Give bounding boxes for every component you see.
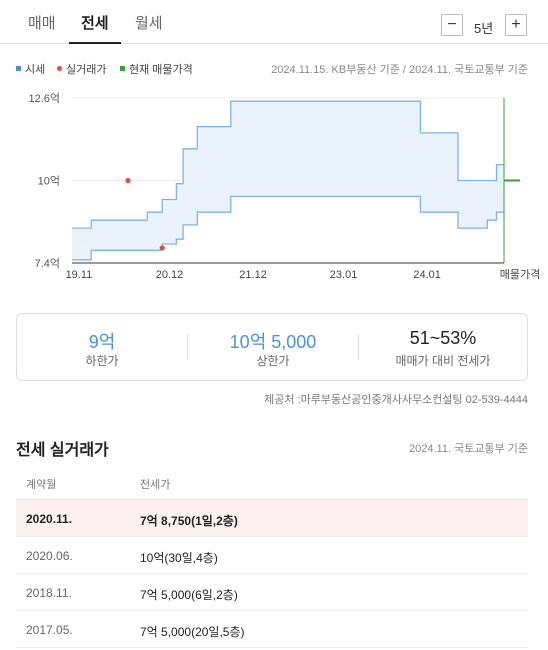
row-month: 2017.05. [26, 623, 73, 637]
y-tick-label: 12.6억 [28, 92, 60, 105]
actual-deal-point[interactable] [125, 177, 131, 184]
summary-divider [187, 334, 188, 360]
x-tick-label: 24.01 [413, 269, 441, 281]
section-source-note: 2024.11. 국토교통부 기준 [409, 443, 528, 455]
x-tick-label: 21.12 [239, 269, 267, 281]
summary-label: 매매가 대비 전세가 [395, 354, 491, 368]
period-decrease-button[interactable]: − [441, 14, 463, 36]
table-header: 계약월 전세가 [16, 464, 528, 500]
price-range-band [72, 101, 504, 260]
legend-item-market-price: 시세 [16, 61, 45, 77]
tab-sale[interactable]: 매매 [28, 15, 56, 32]
legend-square-icon [16, 66, 21, 71]
tab-jeonse[interactable]: 전세 [81, 15, 109, 32]
section-title: 전세 실거래가 [16, 442, 109, 459]
table-row[interactable]: 2020.11. 7억 8,750(1일,2층) [16, 500, 528, 537]
price-chart: 12.6억 10억 7.4억 19.11 20.12 21.12 23.01 24.01 매물가… [28, 92, 540, 281]
legend-label: 시세 [25, 64, 46, 76]
summary-upper-price: 10억 5,000 상한가 [188, 314, 358, 380]
x-tick-label: 23.01 [330, 269, 358, 281]
summary-lower-price: 9억 하한가 [17, 314, 187, 380]
table-row[interactable]: 2017.05. 7억 5,000(20일,5층) [16, 611, 528, 648]
upper-price-line [72, 100, 504, 229]
legend-label: 현재 매물가격 [129, 64, 193, 76]
header-contract-month: 계약월 [26, 479, 57, 491]
actual-deal-table: 계약월 전세가 2020.11. 7억 8,750(1일,2층) 2020.06… [16, 464, 528, 648]
period-label: 5년 [474, 21, 494, 36]
legend-dot-icon [57, 66, 62, 71]
y-tick-label: 10억 [38, 175, 60, 188]
chart-source-note: 2024.11.15. KB부동산 기준 / 2024.11. 국토교통부 기준 [271, 64, 528, 76]
deal-type-tabs: 매매 전세 월세 [0, 0, 548, 44]
summary-label: 하한가 [85, 354, 119, 368]
legend-square-icon [120, 66, 125, 71]
legend-item-current-listing: 현재 매물가격 [120, 61, 193, 77]
header-jeonse-price: 전세가 [140, 479, 171, 491]
active-tab-indicator [69, 42, 121, 44]
x-tick-label: 20.12 [156, 269, 184, 281]
data-provider: 제공처 :마루부동산공인중개사사무소컨설팅 02-539-4444 [264, 394, 528, 406]
summary-value: 51~53% [409, 328, 477, 348]
x-tick-label: 19.11 [66, 269, 93, 281]
summary-value: 10억 5,000 [229, 332, 317, 352]
row-month: 2020.11. [26, 512, 73, 526]
row-month: 2020.06. [26, 549, 73, 563]
period-increase-button[interactable]: + [505, 14, 527, 36]
y-tick-label: 7.4억 [35, 257, 60, 270]
tab-monthly-rent[interactable]: 월세 [135, 15, 163, 32]
legend-item-actual-deal: 실거래가 [57, 61, 106, 77]
table-row[interactable]: 2020.06. 10억(30일,4층) [16, 537, 528, 574]
row-price: 7억 5,000(6일,2층) [140, 588, 238, 602]
row-month: 2018.11. [26, 586, 72, 600]
x-tick-label-listing: 매물가격 [500, 268, 540, 281]
summary-ratio: 51~53% 매매가 대비 전세가 [359, 314, 527, 380]
summary-divider [358, 334, 359, 360]
row-price: 10억(30일,4층) [140, 551, 218, 565]
table-row[interactable]: 2018.11. 7억 5,000(6일,2층) [16, 574, 528, 611]
row-price: 7억 5,000(20일,5층) [140, 625, 245, 639]
price-summary-box: 9억 하한가 10억 5,000 상한가 51~53% 매매가 대비 전세가 [16, 313, 528, 381]
legend-label: 실거래가 [66, 64, 107, 76]
actual-deal-point[interactable] [159, 245, 165, 251]
summary-value: 9억 [88, 332, 116, 352]
row-price: 7억 8,750(1일,2층) [140, 514, 238, 528]
summary-label: 상한가 [256, 354, 290, 368]
